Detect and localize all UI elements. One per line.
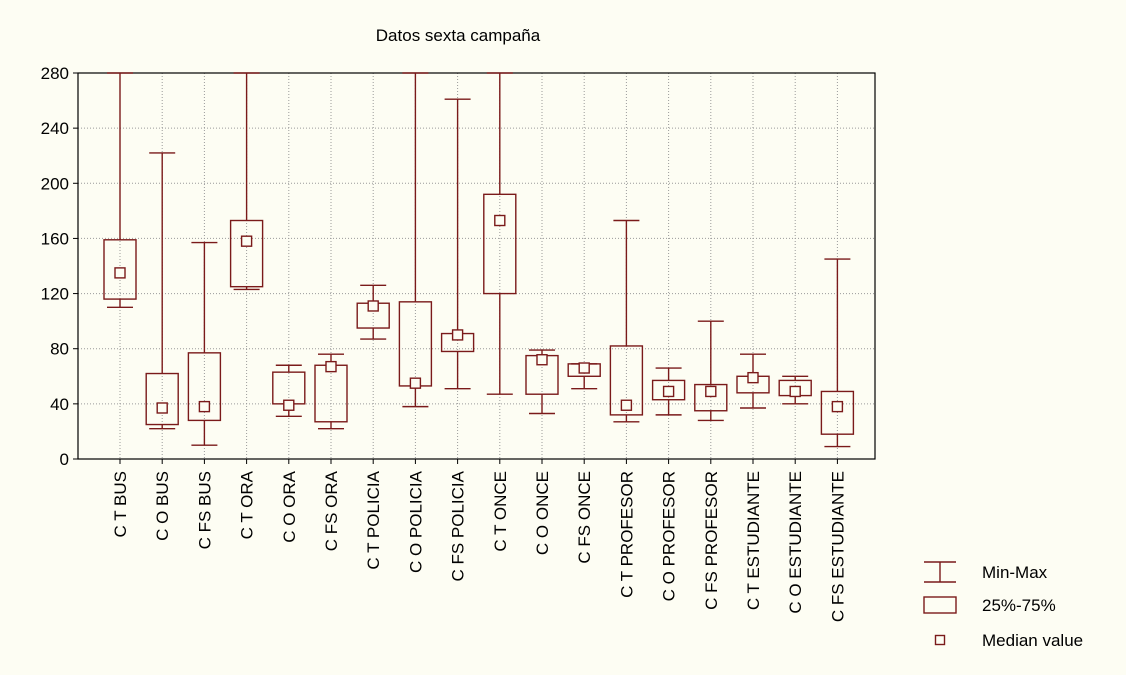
x-tick-label: C T ESTUDIANTE [744,471,763,610]
x-tick-label: C FS ORA [322,470,341,551]
y-tick-label: 160 [41,229,69,248]
box-c-t-policia [356,284,390,340]
median-marker [156,402,168,414]
x-tick-label: C O ESTUDIANTE [786,471,805,614]
legend-item-minmax: Min-Max [924,561,1048,583]
x-tick-label: C O POLICIA [406,470,425,573]
legend-label: Min-Max [982,563,1048,582]
legend-item-box: 25%-75% [923,596,1056,615]
y-tick-label: 200 [41,174,69,193]
x-tick-label: C FS BUS [195,471,214,549]
x-tick-label: C FS ESTUDIANTE [828,471,847,622]
iqr-box [820,390,855,435]
x-axis-labels: C T BUS C O BUS C FS BUS C T ORA C O ORA C FS… [111,470,847,622]
median-marker [494,214,506,227]
x-tick-label: C T BUS [111,471,130,537]
x-tick-label: C O BUS [153,471,172,541]
box-c-t-bus [103,72,137,309]
x-tick-label: C T ORA [238,470,257,539]
median-marker [198,400,211,413]
iqr-box [145,372,179,426]
legend-label: 25%-75% [982,596,1056,615]
iqr-box [694,383,728,412]
plot-area-frame [77,72,876,460]
x-tick-label: C T POLICIA [364,470,383,569]
iqr-box [651,379,686,401]
box-c-o-bus [145,152,179,430]
median-marker [578,362,590,374]
chart-title: Datos sexta campaña [376,26,541,45]
median-marker [705,385,717,398]
iqr-box [187,352,222,422]
x-tick-label: C O ORA [280,470,299,542]
legend-box-icon [923,596,957,614]
median-marker [283,399,295,411]
y-tick-label: 240 [41,119,69,138]
y-tick-label: 80 [50,340,69,359]
median-marker [409,377,422,389]
median-marker [367,300,379,312]
iqr-box [103,239,137,300]
median-marker [451,329,464,341]
y-tick-label: 0 [60,450,69,469]
box-c-fs-policia [440,98,475,390]
box-c-t-profesor [609,219,644,423]
legend-item-median: Median value [934,631,1083,650]
box-c-t-estudiante [736,353,770,409]
legend-median-icon [934,634,946,646]
box-c-o-profesor [651,367,686,416]
x-tick-label: C FS ONCE [575,471,594,564]
box-series [103,72,855,448]
legend: Min-Max 25%-75% Median value [923,561,1083,650]
x-tick-label: C FS PROFESOR [702,471,721,610]
y-axis: 0 40 80 120 160 200 240 280 [41,64,838,469]
median-marker [114,267,126,279]
box-c-fs-profesor [694,320,728,422]
box-c-o-estudiante [778,375,812,405]
y-tick-label: 40 [50,395,69,414]
median-marker [747,371,759,384]
median-marker [536,354,548,366]
box-c-fs-once [567,362,601,390]
iqr-box [609,345,644,416]
box-c-fs-ora [314,353,348,430]
box-c-fs-estudiante [820,258,855,448]
iqr-box [483,193,517,295]
y-tick-label: 280 [41,64,69,83]
y-tick-label: 120 [41,285,69,304]
x-tick-label: C O PROFESOR [660,471,679,601]
box-c-o-once [525,349,559,415]
x-tick-label: C T PROFESOR [617,471,636,598]
iqr-box [229,219,264,288]
median-marker [789,385,801,398]
box-c-t-ora [229,72,264,291]
x-tick-label: C T ONCE [491,471,510,552]
box-c-fs-bus [187,241,222,446]
box-c-o-policia [398,72,433,408]
median-marker [620,399,633,411]
box-c-t-once [483,72,517,395]
x-tick-label: C O ONCE [533,471,552,555]
median-marker [831,400,844,413]
box-c-o-ora [272,364,306,417]
median-marker [240,235,253,247]
legend-label: Median value [982,631,1083,650]
x-tick-label: C FS POLICIA [449,470,468,581]
median-marker [325,360,337,373]
median-marker [662,385,675,398]
